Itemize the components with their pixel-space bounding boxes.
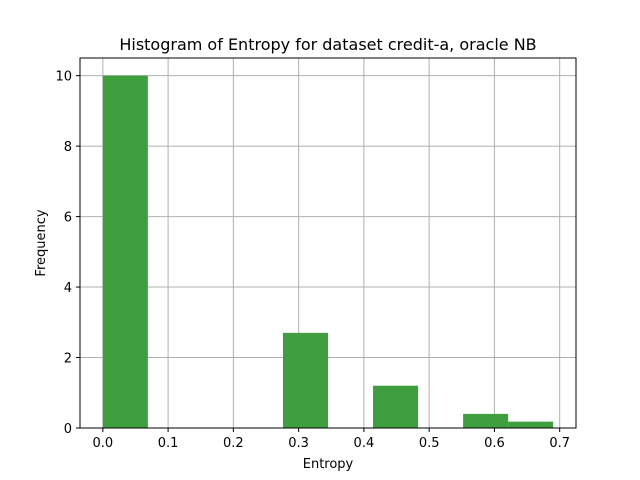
- histogram-bar: [463, 413, 509, 428]
- x-tick-label: 0.2: [223, 436, 244, 451]
- y-tick-label: 8: [64, 140, 72, 155]
- histogram-bar: [373, 385, 419, 428]
- chart-title: Histogram of Entropy for dataset credit-…: [119, 35, 536, 54]
- y-tick-label: 4: [64, 281, 72, 296]
- y-tick-label: 6: [64, 211, 72, 226]
- x-axis-ticks: 0.0 0.1 0.2 0.3 0.4 0.5 0.6 0.7: [92, 428, 570, 451]
- histogram-bar: [282, 332, 328, 428]
- x-tick-label: 0.7: [549, 436, 570, 451]
- x-axis-label: Entropy: [303, 457, 354, 472]
- y-tick-label: 0: [64, 422, 72, 437]
- x-tick-label: 0.5: [419, 436, 440, 451]
- y-tick-label: 10: [55, 70, 72, 85]
- plot-frame: [79, 57, 577, 429]
- y-axis-label: Frequency: [34, 209, 49, 276]
- x-tick-label: 0.4: [354, 436, 375, 451]
- y-tick-label: 2: [64, 352, 72, 367]
- y-axis-ticks: 0 2 4 6 8 10: [55, 70, 80, 437]
- histogram-bars: [102, 75, 554, 428]
- histogram-bar: [102, 75, 148, 428]
- x-tick-label: 0.3: [288, 436, 309, 451]
- histogram-bar: [508, 421, 554, 428]
- x-tick-label: 0.0: [92, 436, 113, 451]
- x-tick-label: 0.6: [484, 436, 505, 451]
- x-tick-label: 0.1: [158, 436, 179, 451]
